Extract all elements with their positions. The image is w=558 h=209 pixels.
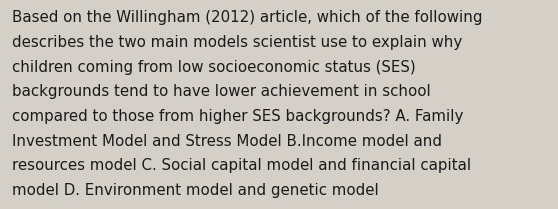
Text: Investment Model and Stress Model B.Income model and: Investment Model and Stress Model B.Inco… (12, 134, 442, 149)
Text: model D. Environment model and genetic model: model D. Environment model and genetic m… (12, 183, 379, 198)
Text: compared to those from higher SES backgrounds? A. Family: compared to those from higher SES backgr… (12, 109, 464, 124)
Text: backgrounds tend to have lower achievement in school: backgrounds tend to have lower achieveme… (12, 84, 431, 99)
Text: resources model C. Social capital model and financial capital: resources model C. Social capital model … (12, 158, 472, 173)
Text: children coming from low socioeconomic status (SES): children coming from low socioeconomic s… (12, 60, 416, 75)
Text: describes the two main models scientist use to explain why: describes the two main models scientist … (12, 35, 463, 50)
Text: Based on the Willingham (2012) article, which of the following: Based on the Willingham (2012) article, … (12, 10, 483, 25)
